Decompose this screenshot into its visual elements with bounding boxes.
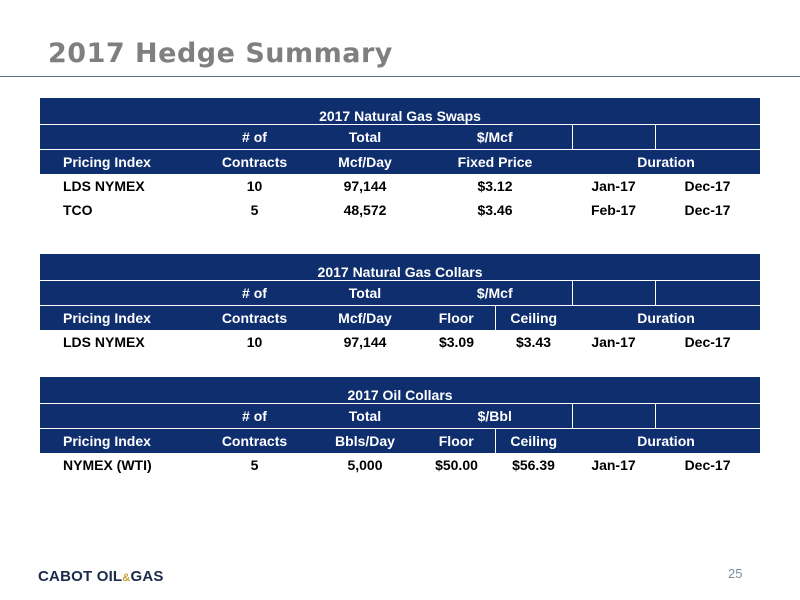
- header-cell: [40, 280, 197, 306]
- header-cell: # of: [197, 403, 312, 429]
- table-cell: 5,000: [312, 453, 418, 477]
- table-cell: 97,144: [312, 174, 418, 198]
- table-cell: $50.00: [418, 453, 495, 477]
- title-divider: [0, 76, 800, 77]
- table-cell: Dec-17: [655, 198, 760, 222]
- table-cell: $3.09: [418, 330, 495, 354]
- table-row: LDS NYMEX 10 97,144 $3.12 Jan-17 Dec-17: [40, 174, 760, 198]
- header-cell: Mcf/Day: [312, 305, 418, 330]
- gas-collars-table: 2017 Natural Gas Collars # of Total $/Mc…: [40, 254, 761, 354]
- header-cell: Floor: [418, 305, 496, 330]
- header-cell: Ceiling: [495, 305, 572, 330]
- header-cell: [40, 124, 197, 150]
- logo-text-end: GAS: [130, 568, 164, 585]
- page-number: 25: [728, 566, 743, 581]
- header-cell: Duration: [572, 149, 760, 174]
- table-row: LDS NYMEX 10 97,144 $3.09 $3.43 Jan-17 D…: [40, 330, 761, 354]
- header-cell: Duration: [572, 305, 761, 330]
- gas-collars-title: 2017 Natural Gas Collars: [40, 254, 761, 281]
- header-cell: Total: [312, 124, 418, 150]
- table-cell: 5: [197, 198, 312, 222]
- header-cell: Total: [312, 403, 418, 429]
- header-cell: [572, 403, 656, 429]
- table-cell: TCO: [40, 198, 197, 222]
- table-cell: Dec-17: [655, 453, 761, 477]
- header-cell: # of: [197, 124, 312, 150]
- header-cell: $/Mcf: [418, 280, 573, 306]
- header-cell: Duration: [572, 428, 761, 453]
- table-cell: 48,572: [312, 198, 418, 222]
- table-cell: LDS NYMEX: [40, 174, 197, 198]
- table-row: NYMEX (WTI) 5 5,000 $50.00 $56.39 Jan-17…: [40, 453, 761, 477]
- header-cell: Pricing Index: [40, 428, 197, 453]
- header-cell: [572, 280, 656, 306]
- header-cell: [572, 124, 656, 150]
- table-cell: Feb-17: [572, 198, 655, 222]
- header-cell: Ceiling: [495, 428, 572, 453]
- gas-swaps-title: 2017 Natural Gas Swaps: [40, 98, 760, 125]
- header-cell: [655, 124, 760, 150]
- header-cell: Pricing Index: [40, 149, 197, 174]
- header-cell: Contracts: [197, 149, 312, 174]
- table-cell: $3.12: [418, 174, 572, 198]
- gas-swaps-table: 2017 Natural Gas Swaps # of Total $/Mcf …: [40, 98, 760, 222]
- table-cell: 10: [197, 330, 312, 354]
- table-cell: Dec-17: [655, 330, 761, 354]
- header-cell: Bbls/Day: [312, 428, 418, 453]
- table-cell: Jan-17: [572, 174, 655, 198]
- table-cell: 10: [197, 174, 312, 198]
- table-cell: 5: [197, 453, 312, 477]
- header-cell: [655, 280, 761, 306]
- table-cell: Dec-17: [655, 174, 760, 198]
- header-cell: $/Bbl: [418, 403, 573, 429]
- table-cell: NYMEX (WTI): [40, 453, 197, 477]
- header-cell: $/Mcf: [418, 124, 573, 150]
- page-title: 2017 Hedge Summary: [48, 38, 393, 69]
- header-cell: Mcf/Day: [312, 149, 418, 174]
- header-cell: Floor: [418, 428, 496, 453]
- header-cell: Pricing Index: [40, 305, 197, 330]
- table-cell: 97,144: [312, 330, 418, 354]
- logo-text-main: CABOT OIL: [38, 568, 123, 585]
- header-cell: Contracts: [197, 305, 312, 330]
- table-cell: Jan-17: [572, 330, 655, 354]
- header-cell: Total: [312, 280, 418, 306]
- header-cell: Contracts: [197, 428, 312, 453]
- logo-ampersand: &: [122, 572, 131, 584]
- header-cell: Fixed Price: [418, 149, 572, 174]
- header-cell: # of: [197, 280, 312, 306]
- oil-collars-title: 2017 Oil Collars: [40, 377, 761, 404]
- table-cell: LDS NYMEX: [40, 330, 197, 354]
- header-cell: [40, 403, 197, 429]
- header-cell: [655, 403, 761, 429]
- table-row: TCO 5 48,572 $3.46 Feb-17 Dec-17: [40, 198, 760, 222]
- table-cell: $3.46: [418, 198, 572, 222]
- company-logo: CABOT OIL&GAS: [38, 568, 164, 585]
- table-cell: $3.43: [495, 330, 572, 354]
- table-cell: $56.39: [495, 453, 572, 477]
- table-cell: Jan-17: [572, 453, 655, 477]
- oil-collars-table: 2017 Oil Collars # of Total $/Bbl Pricin…: [40, 377, 761, 477]
